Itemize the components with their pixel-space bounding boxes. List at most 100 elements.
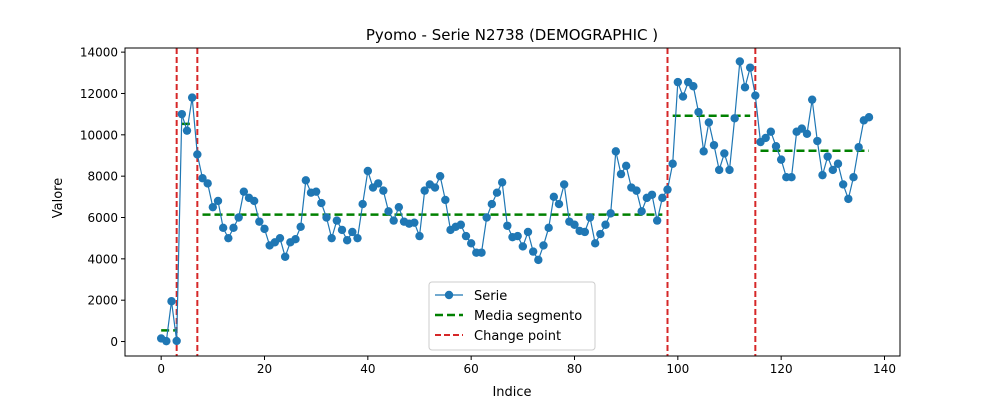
y-tick-label-0: 0: [110, 335, 118, 349]
serie-point-75: [544, 223, 553, 233]
serie-point-111: [730, 114, 739, 123]
serie-point-124: [797, 124, 807, 133]
serie-point-101: [678, 92, 688, 101]
serie-point-60: [466, 239, 476, 248]
serie-point-6: [187, 93, 197, 102]
serie-point-51: [420, 186, 429, 195]
legend-media-label: Media segmento: [474, 309, 582, 324]
x-tick-label-40: 40: [360, 362, 375, 376]
serie-point-58: [456, 220, 466, 229]
serie-point-73: [534, 255, 543, 265]
serie-point-65: [492, 188, 502, 197]
serie-point-100: [673, 77, 683, 87]
serie-point-15: [234, 213, 243, 222]
serie-point-4: [177, 109, 187, 119]
serie-point-86: [601, 220, 610, 229]
legend-serie-marker: [444, 290, 454, 300]
serie-point-97: [658, 193, 667, 203]
serie-point-83: [585, 213, 595, 222]
serie-point-34: [332, 216, 342, 225]
serie-point-18: [249, 196, 259, 206]
legend-serie-label: Serie: [474, 289, 507, 304]
serie-point-89: [616, 169, 626, 179]
serie-point-131: [833, 159, 843, 168]
legend-box: [428, 281, 596, 351]
serie-point-10: [208, 202, 218, 212]
y-tick-label-8000: 8000: [87, 170, 118, 184]
serie-point-130: [828, 165, 838, 175]
serie-point-19: [255, 217, 264, 226]
y-tick-label-4000: 4000: [87, 252, 118, 266]
serie-point-14: [229, 223, 238, 233]
axes-frame: [124, 47, 901, 357]
serie-point-132: [838, 180, 848, 189]
serie-point-133: [844, 194, 853, 204]
serie-point-95: [647, 190, 657, 199]
serie-point-134: [849, 172, 858, 182]
serie-point-72: [528, 247, 538, 256]
y-tick-label-12000: 12000: [80, 87, 118, 101]
serie-point-64: [487, 199, 497, 209]
y-tick-label-10000: 10000: [80, 128, 118, 142]
x-tick-label-140: 140: [873, 362, 896, 376]
serie-point-54: [435, 171, 445, 181]
x-tick-label-0: 0: [157, 362, 165, 376]
serie-point-40: [363, 166, 373, 176]
serie-point-119: [771, 141, 781, 151]
serie-point-53: [430, 183, 440, 192]
serie-point-16: [239, 187, 249, 196]
serie-point-96: [652, 216, 662, 225]
plot-area: [156, 48, 874, 356]
serie-point-31: [317, 198, 326, 208]
serie-point-127: [813, 136, 822, 146]
x-tick-label-60: 60: [464, 362, 479, 376]
serie-point-13: [224, 233, 233, 243]
serie-point-99: [668, 159, 677, 168]
serie-point-5: [182, 126, 192, 135]
serie-point-1: [162, 336, 171, 346]
serie-point-32: [322, 213, 331, 222]
serie-point-11: [213, 196, 223, 206]
serie-point-76: [549, 192, 559, 202]
serie-point-27: [296, 222, 305, 232]
serie-point-38: [353, 233, 362, 243]
serie-point-8: [198, 174, 207, 183]
serie-point-118: [766, 127, 776, 136]
serie-point-49: [410, 218, 419, 227]
serie-point-23: [275, 233, 285, 243]
legend-change-point-label: Change point: [474, 329, 561, 344]
serie-point-36: [342, 236, 352, 245]
serie-point-43: [379, 186, 388, 195]
serie-point-24: [280, 252, 290, 261]
chart-title: Pyomo - Serie N2738 (DEMOGRAPHIC ): [366, 26, 658, 44]
serie-point-93: [637, 207, 646, 216]
serie-point-55: [441, 195, 450, 205]
serie-point-109: [720, 149, 729, 158]
serie-point-70: [518, 242, 528, 251]
serie-point-3: [172, 336, 181, 346]
x-tick-label-120: 120: [770, 362, 793, 376]
serie-point-7: [193, 150, 202, 159]
legend: Serie Media segmento Change point: [428, 281, 596, 351]
serie-point-117: [761, 133, 770, 143]
axes: 0 20 40 60 80 100 120 140 0 2000 4000 6000 8000 10000…: [80, 46, 901, 376]
serie-point-30: [311, 187, 321, 196]
serie-point-112: [735, 57, 745, 66]
serie-point-87: [606, 209, 615, 218]
serie-point-90: [621, 161, 631, 171]
y-tick-label-6000: 6000: [87, 211, 118, 225]
serie-point-82: [580, 227, 590, 237]
serie-point-67: [503, 221, 512, 230]
x-axis-label: Indice: [492, 385, 531, 400]
serie-point-88: [611, 147, 621, 156]
serie-point-78: [559, 180, 569, 189]
serie-point-69: [513, 231, 522, 241]
y-tick-label-14000: 14000: [80, 46, 118, 60]
serie-point-12: [218, 223, 228, 233]
serie-point-113: [740, 83, 750, 92]
serie-point-104: [694, 107, 703, 117]
serie-point-135: [854, 143, 863, 152]
serie-point-84: [590, 239, 600, 248]
serie-point-80: [570, 220, 579, 229]
serie-point-9: [203, 179, 212, 188]
